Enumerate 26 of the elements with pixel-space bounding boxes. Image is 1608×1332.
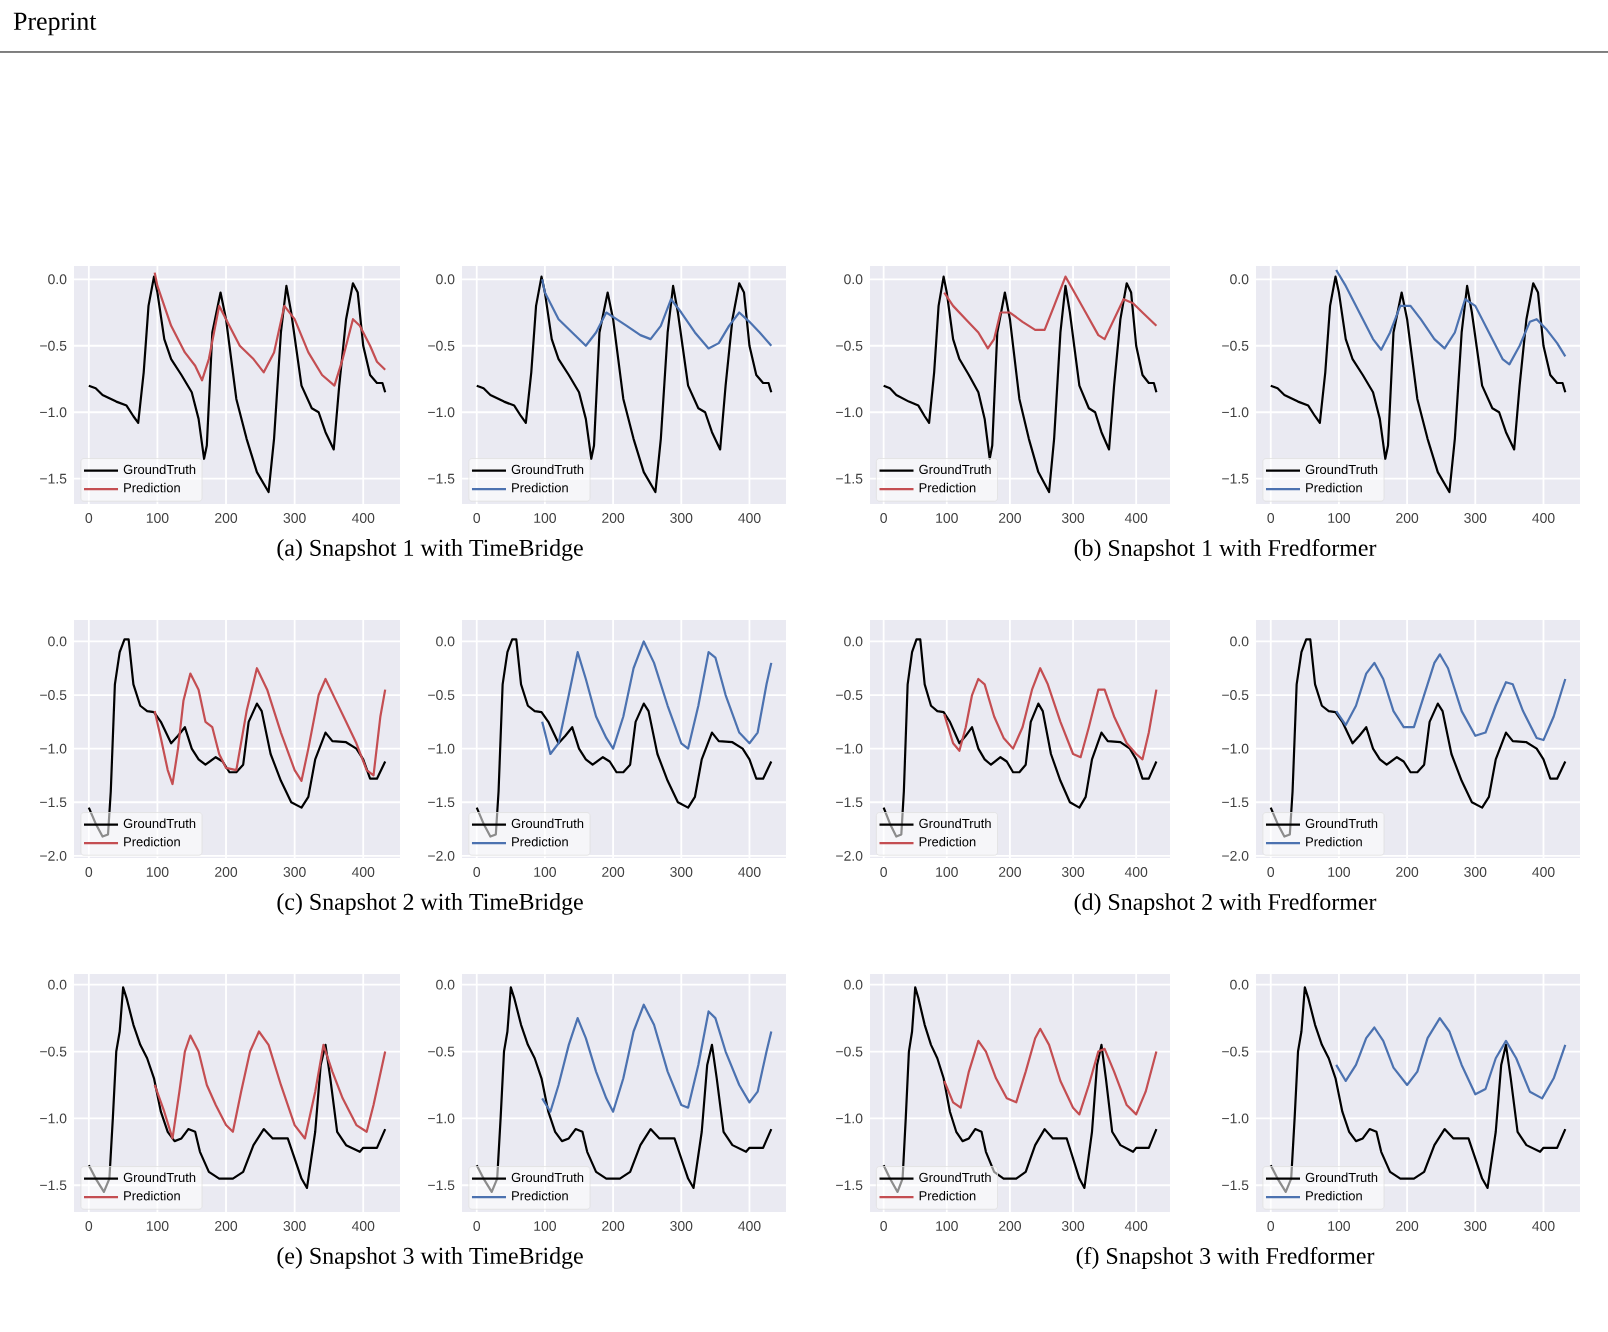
text: (f) Snapshot 3 with Fredformer [1076, 1247, 1375, 1269]
line-series [882, 275, 1158, 494]
line-series [475, 275, 773, 494]
line-series [1269, 638, 1567, 838]
line-series [1335, 1017, 1567, 1100]
line-series [1269, 275, 1567, 494]
line-series [943, 667, 1158, 761]
line-series [153, 1030, 387, 1140]
line-series [475, 986, 773, 1194]
text: (c) Snapshot 2 with TimeBridge [277, 893, 583, 915]
line-series [882, 638, 1158, 838]
line-series [882, 986, 1158, 1194]
line-series [153, 667, 387, 786]
text: (e) Snapshot 3 with TimeBridge [277, 1247, 583, 1269]
text: (a) Snapshot 1 with TimeBridge [277, 539, 583, 561]
line-series [475, 638, 773, 838]
line-series [87, 275, 387, 494]
line-series [153, 271, 387, 387]
text: (b) Snapshot 1 with Fredformer [1074, 539, 1377, 561]
text: (d) Snapshot 2 with Fredformer [1074, 893, 1377, 915]
line-series [87, 638, 387, 838]
line-series [541, 278, 773, 350]
line-series [541, 640, 773, 756]
line-series [541, 1003, 773, 1113]
text: Preprint [13, 12, 97, 36]
line-series [943, 1027, 1158, 1116]
